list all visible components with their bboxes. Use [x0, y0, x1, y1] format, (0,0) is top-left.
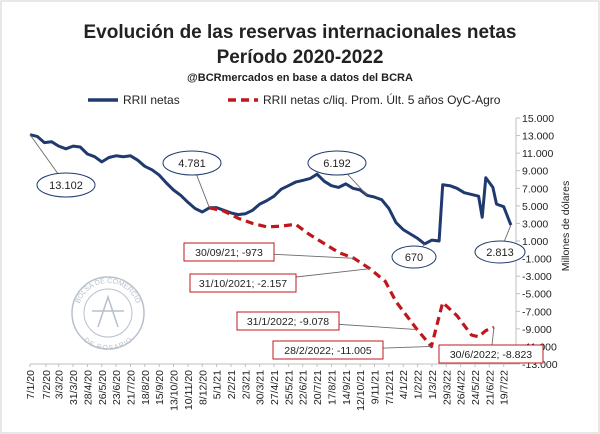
x-tick-label: 25/5/21 [283, 370, 295, 405]
callout-bubble [307, 150, 367, 176]
x-tick-label: 19/7/22 [499, 370, 511, 405]
x-tick-label: 5/1/21 [212, 370, 224, 399]
chart-subtitle: Período 2020-2022 [217, 47, 384, 68]
callout-label: 2.813 [486, 247, 514, 259]
annotations-layer: 13.102 4.781 6.192 670 2.813 30/09/21; -973 31… [29, 134, 544, 364]
x-tick-label: 3/3/20 [54, 370, 66, 399]
y-tick-label: -9.000 [522, 324, 552, 336]
y-tick-label: 1.000 [522, 236, 548, 248]
x-tick-label: 26/4/22 [456, 370, 468, 405]
callout-box [438, 344, 544, 364]
x-tick-label: 13/10/20 [169, 370, 181, 411]
x-tick-label: 15/9/20 [154, 370, 166, 405]
callout-label: 31/10/2021; -2.157 [199, 278, 287, 290]
callout-label: 30/6/2022; -8.823 [450, 349, 532, 361]
callout-bubble [36, 172, 96, 198]
x-tick-label: 21/6/22 [484, 370, 496, 405]
callout-bubble [474, 240, 526, 264]
callout-label: 13.102 [49, 180, 83, 192]
seal-outer-ring [71, 276, 145, 350]
y-tick-label: -7.000 [522, 306, 552, 318]
callout-label: 31/1/2022; -9.078 [247, 316, 329, 328]
x-tick-label: 20/7/21 [312, 370, 324, 405]
callout-label: 6.192 [323, 158, 351, 170]
y-tick-label: -3.000 [522, 271, 552, 283]
x-tick-label: 9/11/21 [370, 370, 382, 404]
x-tick-label: 1/3/22 [427, 370, 439, 399]
x-tick-label: 12/10/21 [355, 370, 367, 411]
x-tick-label: 1/2/22 [413, 370, 425, 399]
x-tick-label: 17/8/21 [326, 370, 338, 405]
x-tick-label: 18/8/20 [140, 370, 152, 405]
series-line-rrii [29, 133, 513, 246]
series-layer [29, 133, 513, 349]
x-tick-label: 7/12/21 [384, 370, 396, 405]
y-tick-label: 3.000 [522, 218, 548, 230]
seal-inner-ring [83, 288, 133, 338]
x-tick-label: 8/12/20 [197, 370, 209, 405]
y-tick-label: 5.000 [522, 201, 548, 213]
x-tick-label: 27/4/21 [269, 370, 281, 405]
callout-box [183, 242, 275, 262]
callout-label: 28/2/2022; -11.005 [284, 345, 372, 357]
callout-bubble [162, 150, 222, 176]
chart-source: @BCRmercados en base a datos del BCRA [187, 72, 413, 84]
x-tick-label: 7/2/20 [41, 370, 53, 399]
callout-label: 670 [405, 252, 423, 264]
legend-label-rrii-liq: RRII netas c/liq. Prom. Últ. 5 años OyC-… [263, 92, 501, 107]
callout-bubble [391, 245, 437, 269]
seal-emblem [92, 294, 124, 328]
x-tick-label: 29/3/22 [441, 370, 453, 405]
x-tick-label: 30/3/21 [255, 370, 267, 405]
x-tick-label: 22/6/21 [298, 370, 310, 405]
callout-label: 30/09/21; -973 [195, 247, 263, 259]
y-tick-label: 11.000 [522, 148, 553, 160]
x-tick-label: 28/4/20 [82, 370, 94, 405]
callout-label: 4.781 [178, 158, 206, 170]
y-tick-label: -5.000 [522, 289, 552, 301]
callout-box [272, 340, 384, 360]
y-tick-label: 9.000 [522, 166, 548, 178]
x-tick-label: 2/2/21 [226, 370, 238, 399]
x-tick-label: 4/1/22 [398, 370, 410, 399]
x-tick-label: 24/5/22 [470, 370, 482, 405]
x-tick-label: 10/11/20 [183, 370, 195, 410]
x-tick-label: 14/9/21 [341, 370, 353, 405]
x-tick-label: 7/1/20 [25, 370, 37, 399]
legend-label-rrii: RRII netas [123, 93, 180, 107]
chart-title: Evolución de las reservas internacionale… [84, 22, 517, 43]
y-tick-label: 15.000 [522, 113, 554, 125]
y-tick-label: 13.000 [522, 131, 554, 143]
legend: RRII netas RRII netas c/liq. Prom. Últ. … [88, 92, 501, 107]
callout-box [236, 311, 340, 331]
y-tick-label: -1.000 [522, 254, 552, 266]
y-axis-label: Millones de dólares [560, 181, 572, 271]
x-tick-label: 23/6/20 [111, 370, 123, 405]
chart-axes: 15.000 13.000 11.000 9.000 7.000 5.000 3.000 1.… [25, 113, 558, 411]
y-tick-label: 7.000 [522, 183, 548, 195]
x-tick-label: 21/7/20 [125, 370, 137, 405]
callout-box [189, 273, 297, 293]
x-tick-label: 2/3/21 [240, 370, 252, 399]
series-line-rrii-liq [209, 206, 495, 349]
x-tick-label: 26/5/20 [97, 370, 109, 405]
x-tick-label: 31/3/20 [68, 370, 80, 405]
